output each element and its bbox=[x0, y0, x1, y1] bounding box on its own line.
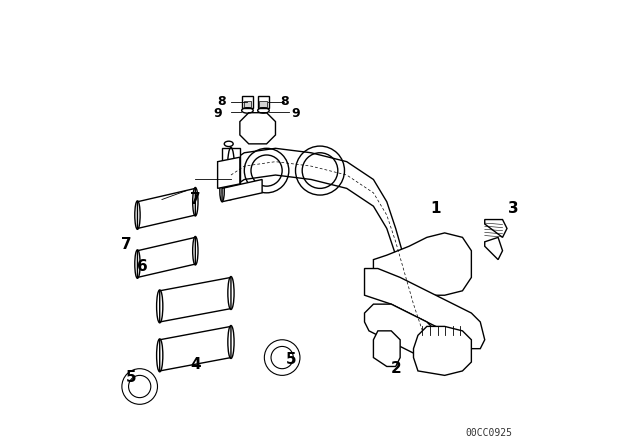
Polygon shape bbox=[365, 268, 484, 349]
Bar bbox=[258, 96, 269, 108]
Text: 6: 6 bbox=[136, 259, 147, 274]
Text: 7: 7 bbox=[190, 192, 201, 207]
Text: 5: 5 bbox=[125, 370, 136, 385]
Text: 9: 9 bbox=[213, 107, 222, 120]
Polygon shape bbox=[222, 180, 262, 202]
Text: 3: 3 bbox=[508, 201, 519, 216]
Text: 8: 8 bbox=[218, 95, 227, 108]
Polygon shape bbox=[365, 304, 436, 358]
Bar bbox=[244, 101, 252, 108]
Polygon shape bbox=[138, 237, 195, 277]
Text: 5: 5 bbox=[285, 352, 296, 367]
Polygon shape bbox=[373, 233, 472, 295]
Polygon shape bbox=[160, 327, 231, 371]
Polygon shape bbox=[413, 327, 472, 375]
Bar bbox=[259, 101, 267, 108]
Polygon shape bbox=[484, 220, 507, 237]
Polygon shape bbox=[231, 148, 422, 344]
Text: 00CC0925: 00CC0925 bbox=[466, 428, 513, 438]
Text: 7: 7 bbox=[121, 237, 132, 251]
Polygon shape bbox=[373, 331, 400, 366]
Text: 2: 2 bbox=[390, 361, 401, 376]
Polygon shape bbox=[160, 277, 231, 322]
Polygon shape bbox=[218, 157, 240, 188]
Polygon shape bbox=[138, 188, 195, 228]
Text: 9: 9 bbox=[291, 107, 300, 120]
Polygon shape bbox=[240, 113, 275, 144]
Polygon shape bbox=[484, 237, 502, 260]
Polygon shape bbox=[222, 148, 240, 193]
Text: 8: 8 bbox=[280, 95, 289, 108]
Bar bbox=[242, 96, 253, 108]
Text: 4: 4 bbox=[190, 357, 201, 372]
Text: 1: 1 bbox=[431, 201, 441, 216]
